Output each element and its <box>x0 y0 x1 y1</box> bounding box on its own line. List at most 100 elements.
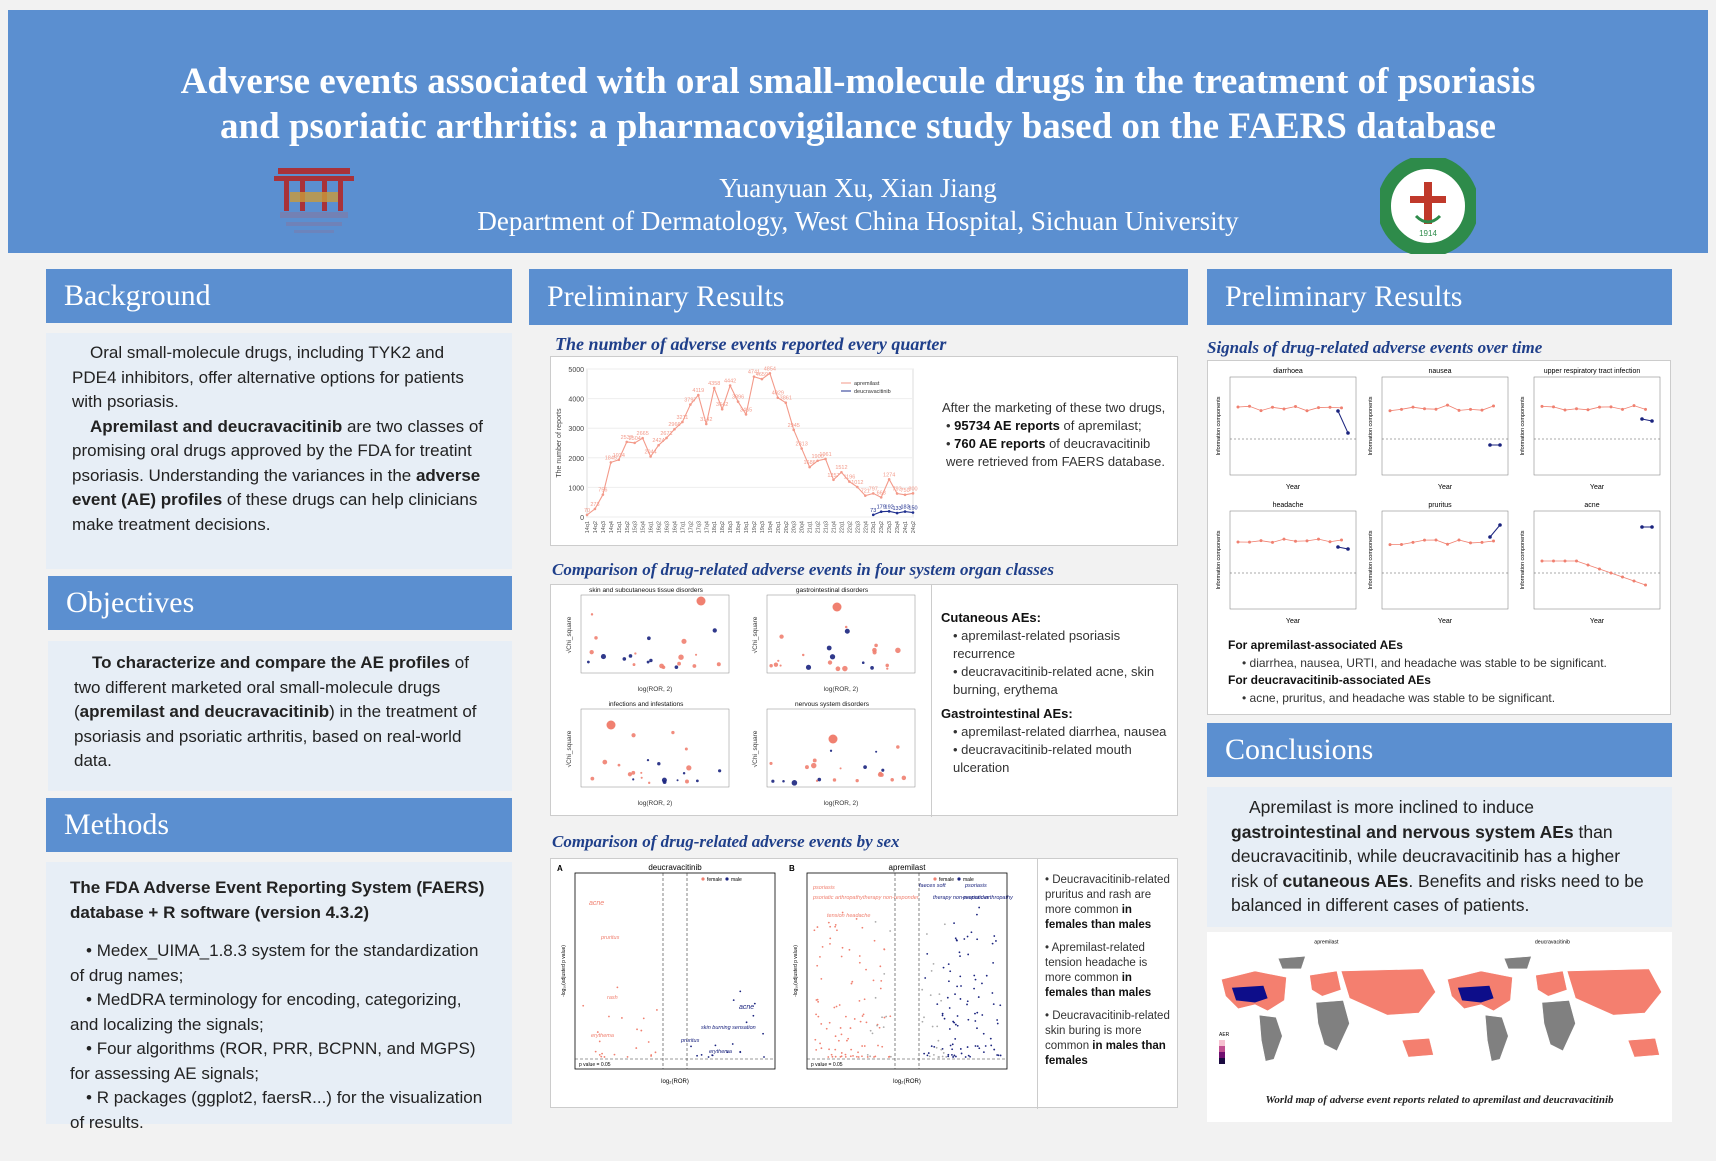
volcano-point <box>874 1055 877 1058</box>
pvalue-label: p value = 0.05 <box>579 1062 611 1068</box>
legend-swatch-female <box>933 877 937 881</box>
background-heading: Background <box>46 269 512 323</box>
volcano-point <box>959 975 962 978</box>
data-point-apremilast <box>840 470 843 474</box>
data-point-apremilast <box>593 507 597 511</box>
time-panel: diarrhoea Year Information components nause… <box>1207 360 1671 715</box>
volcano-point <box>943 923 946 926</box>
volcano-point <box>960 1052 963 1055</box>
volcano-point <box>921 988 924 991</box>
volcano-point <box>982 1051 985 1054</box>
legend-male: male <box>963 877 974 883</box>
x-tick-label: 15q3 <box>633 521 639 533</box>
volcano-point <box>923 1016 925 1019</box>
volcano-point <box>976 913 978 916</box>
volcano-point <box>926 1054 929 1057</box>
title-banner: Adverse events associated with oral smal… <box>8 10 1708 254</box>
ic-ylabel: Information components <box>1520 530 1526 589</box>
volcano-point <box>974 1045 977 1047</box>
data-point-apremilast <box>808 465 811 469</box>
data-point-deucravacitinib <box>879 510 883 514</box>
volcano-point <box>863 998 866 1001</box>
volcano-point <box>621 1017 623 1019</box>
x-tick-label: 21q2 <box>816 521 822 533</box>
data-label-apremilast: 750 <box>900 488 909 494</box>
x-tick-label: 22q1 <box>839 521 845 533</box>
point-apremilast-large <box>832 602 842 612</box>
volcano-plot-area <box>806 872 1008 1070</box>
ic-point-deucravacitinib <box>1336 545 1340 549</box>
x-tick-label: 19q2 <box>752 521 758 533</box>
background-box: Oral small-molecule drugs, including TYK… <box>46 333 512 569</box>
volcano-point <box>814 1038 817 1041</box>
volcano-point <box>951 1048 954 1051</box>
volcano-point <box>926 952 929 955</box>
legend-female: female <box>939 877 954 883</box>
legend-male: male <box>731 877 742 883</box>
volcano-point <box>847 1037 850 1040</box>
data-label-apremilast: 4119 <box>692 388 704 394</box>
volcano-point <box>984 1045 987 1047</box>
legend-swatch-male <box>957 877 961 881</box>
volcano-point <box>837 1039 840 1042</box>
volcano-point <box>635 1047 638 1049</box>
volcano-point <box>974 1012 976 1015</box>
ic-panel-pruritus: pruritus Year Information components <box>1368 502 1509 625</box>
data-point-apremilast <box>752 375 756 378</box>
volcano-point <box>841 911 844 914</box>
volcano-point <box>993 1048 996 1051</box>
volcano-point <box>857 1056 860 1058</box>
volcano-annotation: psoriasis <box>964 883 987 889</box>
volcano-point <box>763 1056 765 1058</box>
volcano-point <box>949 970 952 973</box>
soc-plot-area <box>580 594 730 674</box>
volcano-point <box>966 1003 968 1006</box>
ic-point-deucravacitinib <box>1640 417 1644 421</box>
data-point-apremilast <box>585 513 589 517</box>
data-label-apremilast: 3465 <box>740 407 752 413</box>
legend-label: deucravacitinib <box>854 389 891 395</box>
ic-point-deucravacitinib <box>1498 523 1502 527</box>
point-apremilast <box>777 659 780 662</box>
ic-plot-area <box>1229 376 1357 476</box>
volcano-point <box>815 999 818 1001</box>
map-region <box>1401 1037 1434 1058</box>
volcano-point <box>858 955 861 957</box>
x-tick-label: 23q4 <box>895 521 901 533</box>
x-tick-label: 19q4 <box>768 521 774 533</box>
volcano-point <box>938 993 941 996</box>
x-tick-label: 24q1 <box>903 521 909 533</box>
volcano-point <box>955 1055 957 1058</box>
y-tick-label: 0 <box>580 515 584 522</box>
point-apremilast-large <box>696 596 706 606</box>
volcano-point <box>933 1045 936 1048</box>
data-label-apremilast: 3797 <box>684 398 696 404</box>
data-point-apremilast <box>824 457 827 461</box>
data-point-apremilast <box>903 493 907 497</box>
volcano-point <box>938 1056 940 1058</box>
point-apremilast <box>779 634 784 639</box>
volcano-point <box>711 1054 714 1057</box>
volcano-point <box>946 996 949 999</box>
x-tick-label: 23q3 <box>887 521 893 533</box>
data-point-apremilast <box>649 455 652 458</box>
point-apremilast <box>804 765 809 770</box>
map-title: apremilast <box>1314 940 1339 946</box>
point-deucravacitinib <box>861 661 865 665</box>
volcano-point <box>861 1055 863 1058</box>
ic-ylabel: Information components <box>1216 530 1222 589</box>
soc-plot-4: nervous system disorders log(ROR, 2) √Chi_… <box>751 701 916 807</box>
volcano-point <box>952 1056 955 1058</box>
volcano-point <box>996 1019 999 1021</box>
ic-line-apremilast <box>1389 539 1494 546</box>
data-label-apremilast: 2665 <box>637 431 649 437</box>
x-tick-label: 20q2 <box>784 521 790 533</box>
x-tick-label: 17q1 <box>680 521 686 533</box>
ic-panel-upper-respiratory-tract-infection: upper respiratory tract infection Year Inf… <box>1520 368 1661 491</box>
volcano-point <box>948 980 950 983</box>
volcano-point <box>889 930 892 932</box>
objectives-text: To characterize and compare the AE profi… <box>74 653 477 770</box>
volcano-point <box>813 929 816 932</box>
volcano-point <box>844 1053 847 1056</box>
